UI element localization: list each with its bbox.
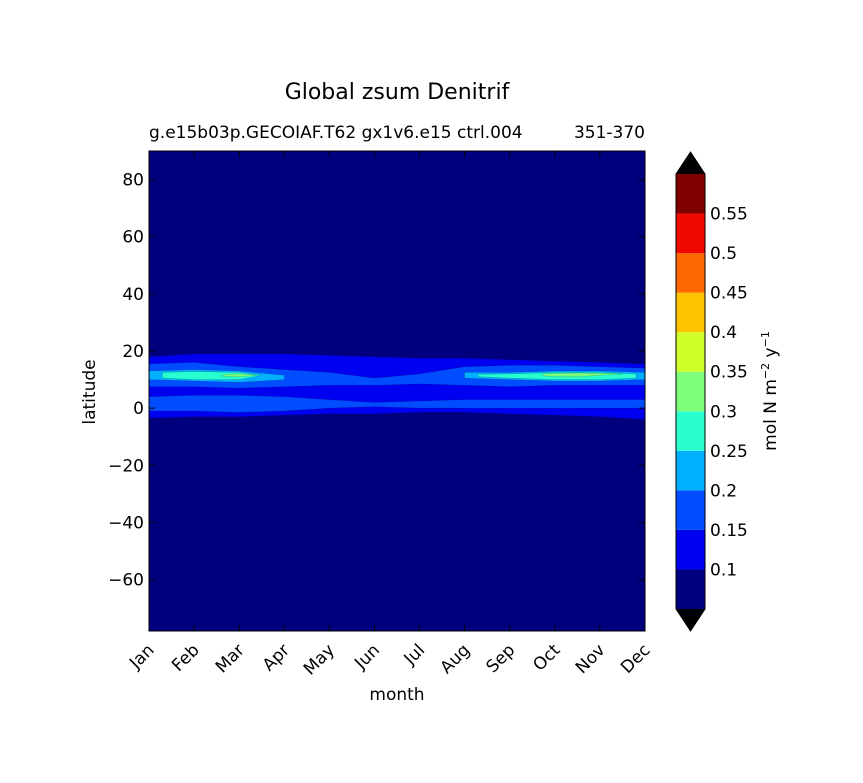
x-tick-label: Sep	[482, 640, 519, 677]
colorbar-extend-min	[676, 609, 705, 631]
x-tick-label: Aug	[437, 640, 475, 678]
colorbar-bin	[676, 332, 705, 372]
colorbar-bin	[676, 174, 705, 214]
y-tick-label: −40	[108, 513, 144, 533]
colorbar-ticks: 0.1 0.15 0.2 0.25 0.3 0.35 0.4 0.45 0.5 0.55	[710, 205, 748, 581]
colorbar-tick-label: 0.35	[710, 363, 748, 383]
colorbar-tick-label: 0.3	[710, 402, 737, 422]
colorbar-label-main: mol N m	[761, 379, 781, 451]
colorbar-tick-label: 0.55	[710, 205, 748, 225]
colorbar-bin	[676, 371, 705, 412]
x-tick-label: Jul	[400, 640, 429, 669]
colorbar-extend-max	[676, 152, 705, 174]
y-tick-label: 40	[122, 285, 144, 305]
contour-band-5	[162, 371, 262, 380]
y-tick-label: 0	[133, 399, 144, 419]
y-tick-label: 80	[122, 171, 144, 191]
colorbar-bin	[676, 292, 705, 333]
y-axis-label: latitude	[80, 359, 100, 424]
colorbar-tick-label: 0.1	[710, 560, 737, 580]
chart-subtitle-right: 351-370	[574, 123, 645, 143]
colorbar-bin	[676, 213, 705, 254]
colorbar-outline	[675, 151, 706, 632]
plot-area	[148, 150, 646, 632]
colorbar-tick-label: 0.2	[710, 481, 737, 501]
colorbar-bin	[676, 569, 705, 609]
colorbar-tick-label: 0.15	[710, 521, 748, 541]
y-tick-label: −60	[108, 571, 144, 591]
colorbar-tick-label: 0.45	[710, 284, 748, 304]
contour-band-8	[541, 372, 623, 377]
y-axis: −60 −40 −20 0 20 40 60 80	[108, 171, 645, 591]
chart-subtitle-left: g.e15b03p.GECOIAF.T62 gx1v6.e15 ctrl.004	[149, 123, 523, 143]
y-tick-label: 20	[122, 342, 144, 362]
plot-frame	[148, 150, 646, 632]
colorbar-label: mol N m−2 y−1	[759, 331, 781, 451]
y-tick-label: 60	[122, 228, 144, 248]
x-tick-label: Nov	[572, 640, 610, 678]
colorbar-bin	[676, 529, 705, 570]
x-tick-label: Dec	[617, 640, 654, 677]
colorbar-label-exp1: −2	[759, 363, 772, 379]
x-tick-label: Jun	[350, 640, 384, 674]
colorbar-bin	[676, 490, 705, 530]
x-tick-label: Oct	[529, 640, 564, 675]
colorbar-tick-label: 0.4	[710, 323, 737, 343]
colorbar-label-exp2: −1	[759, 331, 772, 347]
colorbar-bin	[676, 253, 705, 293]
x-tick-label: May	[300, 640, 339, 679]
x-axis-label: month	[369, 685, 424, 705]
x-tick-label: Mar	[212, 640, 249, 677]
x-tick-label: Feb	[168, 640, 203, 675]
colorbar-bin	[676, 411, 705, 451]
chart-title: Global zsum Denitrif	[285, 80, 511, 105]
x-tick-label: Jan	[125, 640, 158, 673]
colorbar-label-mid: y	[761, 347, 781, 362]
contour-band-7	[221, 373, 258, 377]
colorbar-tick-label: 0.5	[710, 244, 737, 264]
colorbar	[675, 151, 706, 632]
y-tick-label: −20	[108, 456, 144, 476]
x-tick-label: Apr	[259, 640, 294, 675]
colorbar-tick-label: 0.25	[710, 442, 748, 462]
colorbar-bin	[676, 450, 705, 491]
